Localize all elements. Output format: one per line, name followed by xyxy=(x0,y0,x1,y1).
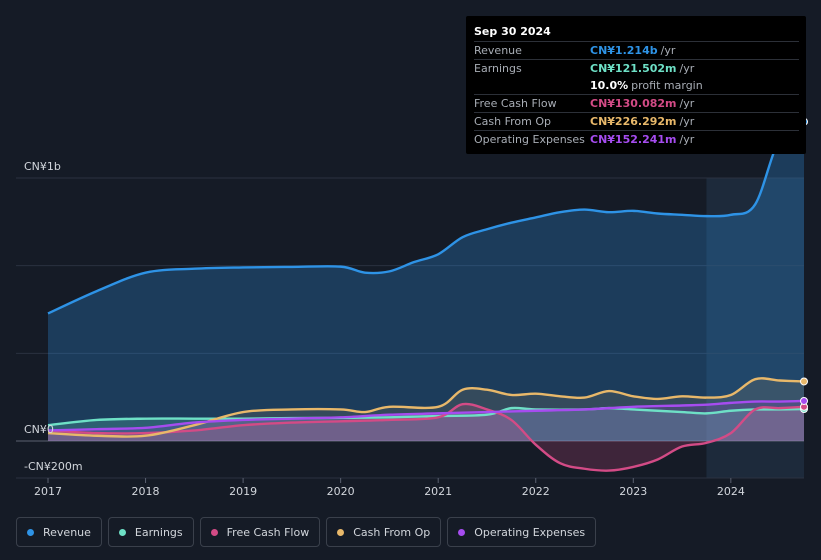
y-axis-label-top: CN¥1b xyxy=(24,160,61,173)
series-area-operating-expenses xyxy=(48,400,804,441)
tooltip-row-value: 10.0% xyxy=(590,79,629,92)
x-tick-label: 2022 xyxy=(522,485,550,498)
legend-label: Earnings xyxy=(134,525,183,539)
tooltip-row: Operating Expenses CN¥152.241m/yr xyxy=(474,130,799,148)
tooltip-row: 10.0% profit margin xyxy=(474,77,799,94)
tooltip-row: Earnings CN¥121.502m/yr xyxy=(474,59,799,77)
legend-item-revenue[interactable]: Revenue xyxy=(16,517,102,547)
series-area-revenue xyxy=(48,121,804,441)
series-line-earnings xyxy=(47,406,805,427)
series-line-revenue xyxy=(47,120,805,315)
legend: Revenue Earnings Free Cash Flow Cash From O… xyxy=(16,517,597,547)
tooltip-date: Sep 30 2024 xyxy=(474,25,551,38)
tooltip-row-label: Earnings xyxy=(474,62,522,75)
x-tick-label: 2024 xyxy=(717,485,745,498)
tooltip-row-value: CN¥152.241m xyxy=(590,133,677,146)
series-endpoint-cash-from-op xyxy=(800,377,808,386)
x-tick-label: 2018 xyxy=(132,485,160,498)
tooltip-row: Cash From Op CN¥226.292m/yr xyxy=(474,112,799,130)
x-tick-label: 2023 xyxy=(619,485,647,498)
legend-item-operating-expenses[interactable]: Operating Expenses xyxy=(447,517,597,547)
legend-label: Revenue xyxy=(43,525,91,539)
legend-dot-icon xyxy=(27,528,34,536)
series-area-earnings xyxy=(48,407,804,441)
y-axis-label-bottom: -CN¥200m xyxy=(24,460,83,473)
y-axis-label-zero: CN¥0 xyxy=(24,423,54,436)
x-tick-label: 2021 xyxy=(424,485,452,498)
x-tick-label: 2017 xyxy=(34,485,62,498)
legend-dot-icon xyxy=(458,528,466,536)
tooltip-row: Free Cash Flow CN¥130.082m/yr xyxy=(474,94,799,112)
series-line-operating-expenses xyxy=(47,399,805,432)
tooltip-row-value: CN¥121.502m xyxy=(590,62,677,75)
series-line-cash-from-op xyxy=(47,377,805,438)
tooltip-row-unit: /yr xyxy=(679,133,695,146)
legend-item-earnings[interactable]: Earnings xyxy=(107,517,194,547)
forecast-shade xyxy=(706,178,804,478)
tooltip-row-value: CN¥226.292m xyxy=(590,115,677,128)
tooltip-row-label xyxy=(474,77,590,94)
tooltip-row-label: Operating Expenses xyxy=(474,133,585,146)
legend-label: Free Cash Flow xyxy=(226,525,310,539)
tooltip-row-value: CN¥1.214b xyxy=(590,44,658,57)
x-tick-label: 2019 xyxy=(229,485,257,498)
tooltip-row-unit: /yr xyxy=(660,44,676,57)
legend-item-cash-from-op[interactable]: Cash From Op xyxy=(326,517,442,547)
data-tooltip: Sep 30 2024 Revenue CN¥1.214b/yr Earnings C… xyxy=(466,16,806,154)
tooltip-row-value: CN¥130.082m xyxy=(590,97,677,110)
series-line-free-cash-flow xyxy=(47,402,805,472)
tooltip-row-label: Revenue xyxy=(474,44,522,57)
tooltip-row: Revenue CN¥1.214b/yr xyxy=(474,41,799,59)
legend-dot-icon xyxy=(337,528,345,536)
legend-label: Operating Expenses xyxy=(474,525,586,539)
series-endpoint-operating-expenses xyxy=(800,396,808,405)
legend-dot-icon xyxy=(210,528,218,536)
x-tick-label: 2020 xyxy=(327,485,355,498)
tooltip-row-unit: profit margin xyxy=(631,79,703,92)
legend-item-free-cash-flow[interactable]: Free Cash Flow xyxy=(199,517,321,547)
tooltip-row-unit: /yr xyxy=(679,97,695,110)
tooltip-row-unit: /yr xyxy=(679,62,695,75)
legend-label: Cash From Op xyxy=(353,525,431,539)
legend-dot-icon xyxy=(118,528,126,536)
tooltip-row-unit: /yr xyxy=(679,115,695,128)
series-area-free-cash-flow xyxy=(48,403,804,471)
tooltip-row-label: Free Cash Flow xyxy=(474,97,557,110)
tooltip-row-label: Cash From Op xyxy=(474,115,552,128)
